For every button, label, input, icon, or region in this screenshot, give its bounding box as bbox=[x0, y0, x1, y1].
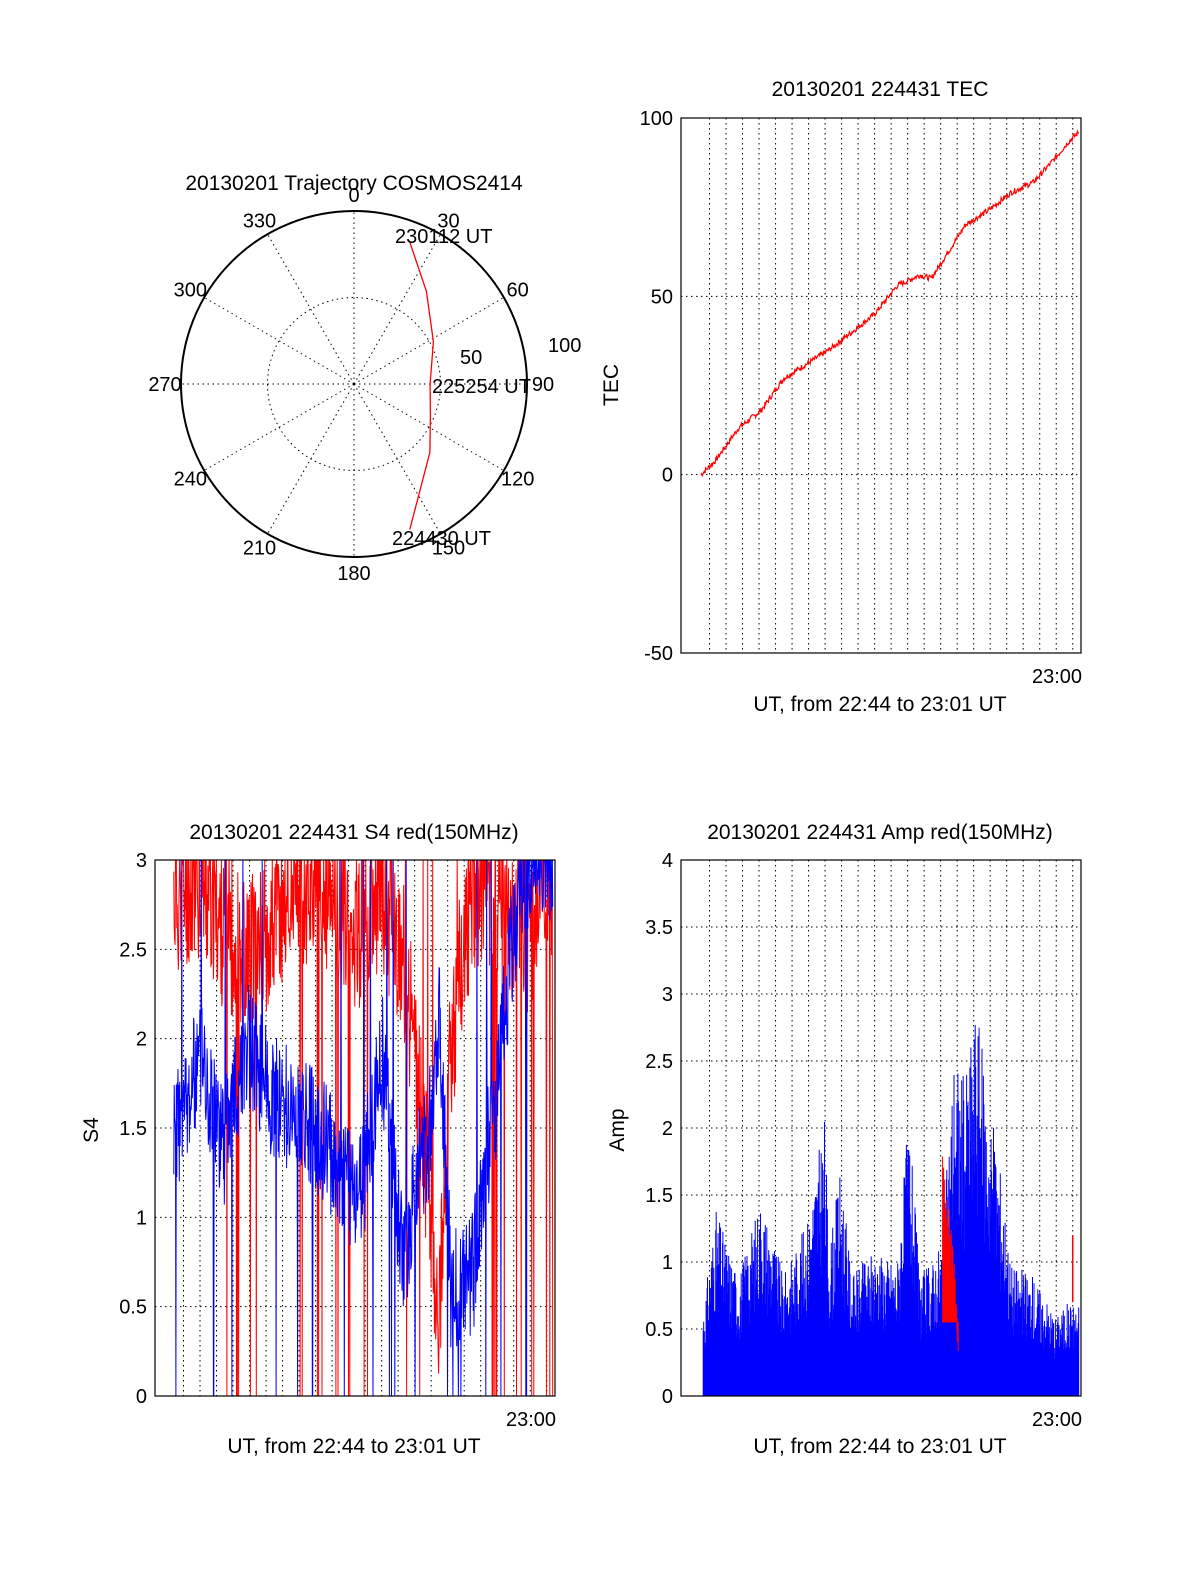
s4-x-axis-label: UT, from 22:44 to 23:01 UT bbox=[227, 1435, 480, 1458]
amp-y-tick-2: 2 bbox=[662, 1118, 673, 1140]
polar-azimuth-label-150: 150 bbox=[432, 538, 465, 560]
amp-y-axis-label: Amp bbox=[606, 1108, 629, 1151]
polar-spoke-210 bbox=[267, 383, 355, 535]
amp-bars bbox=[702, 1025, 1080, 1396]
tec-x-tick-label: 23:00 bbox=[1032, 666, 1082, 688]
polar-spoke-60 bbox=[353, 297, 505, 385]
polar-azimuth-label-210: 210 bbox=[243, 538, 276, 560]
tec-y-tick-labels: -50 0 50 100 bbox=[640, 108, 673, 665]
polar-azimuth-label-30: 30 bbox=[437, 210, 459, 232]
tec-series-line bbox=[700, 129, 1080, 478]
amp-y-tick-2.5: 2.5 bbox=[645, 1051, 673, 1073]
s4-y-tick-1: 1 bbox=[136, 1207, 147, 1229]
s4-y-tick-0: 0 bbox=[136, 1386, 147, 1408]
tec-chart: 20130201 224431 TEC -50 0 50 100 23:00 UT, … bbox=[600, 78, 1082, 716]
tec-y-tick-0: 0 bbox=[662, 465, 673, 487]
s4-y-tick-labels: 0 0.5 1 1.5 2 2.5 3 bbox=[119, 850, 147, 1408]
tec-title: 20130201 224431 TEC bbox=[772, 78, 989, 101]
polar-spoke-30 bbox=[353, 233, 441, 385]
polar-spoke-240 bbox=[203, 383, 355, 471]
amp-title: 20130201 224431 Amp red(150MHz) bbox=[707, 821, 1053, 844]
polar-azimuth-label-120: 120 bbox=[501, 469, 534, 491]
s4-plot-frame bbox=[154, 859, 556, 1397]
s4-title: 20130201 224431 S4 red(150MHz) bbox=[189, 821, 518, 844]
trajectory-end-label: 230112 UT bbox=[395, 226, 492, 248]
s4-chart: 20130201 224431 S4 red(150MHz) 0 0.5 1 1.5 2… bbox=[80, 821, 556, 1458]
amp-x-tick-label: 23:00 bbox=[1032, 1409, 1082, 1431]
tec-plot-frame bbox=[680, 117, 1082, 654]
amp-y-tick-1.5: 1.5 bbox=[645, 1185, 673, 1207]
tec-y-axis-label: TEC bbox=[600, 364, 623, 406]
polar-chart: 20130201 Trajectory COSMOS2414 0 30 60 90 12… bbox=[148, 172, 581, 585]
trajectory-mid-label: 225254 UT bbox=[432, 376, 531, 398]
s4-y-axis-label: S4 bbox=[80, 1117, 103, 1143]
s4-x-tick-label: 23:00 bbox=[506, 1409, 556, 1431]
tec-y-tick-50: 50 bbox=[651, 286, 673, 308]
amp-plot-frame bbox=[680, 859, 1082, 1397]
polar-azimuth-label-180: 180 bbox=[337, 563, 370, 585]
amp-y-tick-4: 4 bbox=[662, 850, 673, 872]
s4-y-tick-0.5: 0.5 bbox=[119, 1297, 147, 1319]
amp-chart: 20130201 224431 Amp red(150MHz) 0 0.5 1 1.5… bbox=[606, 821, 1082, 1458]
amp-y-tick-3: 3 bbox=[662, 984, 673, 1006]
polar-azimuth-label-240: 240 bbox=[174, 469, 207, 491]
trajectory-line bbox=[408, 240, 435, 530]
tec-x-axis-label: UT, from 22:44 to 23:01 UT bbox=[753, 693, 1006, 716]
polar-azimuth-label-60: 60 bbox=[507, 280, 529, 302]
s4-y-tick-3: 3 bbox=[136, 850, 147, 872]
polar-azimuth-label-90: 90 bbox=[532, 374, 554, 396]
amp-y-tick-labels: 0 0.5 1 1.5 2 2.5 3 3.5 4 bbox=[645, 850, 673, 1408]
polar-azimuth-label-270: 270 bbox=[148, 374, 181, 396]
amp-y-tick-3.5: 3.5 bbox=[645, 917, 673, 939]
amp-y-tick-0.5: 0.5 bbox=[645, 1319, 673, 1341]
polar-azimuth-label-0: 0 bbox=[348, 185, 359, 207]
trajectory-start-label: 224430 UT bbox=[392, 528, 491, 550]
polar-outer-circle bbox=[180, 210, 528, 558]
amp-y-tick-0: 0 bbox=[662, 1386, 673, 1408]
polar-grid bbox=[181, 211, 527, 557]
polar-title: 20130201 Trajectory COSMOS2414 bbox=[185, 172, 523, 195]
s4-y-tick-2: 2 bbox=[136, 1029, 147, 1051]
amp-x-axis-label: UT, from 22:44 to 23:01 UT bbox=[753, 1435, 1006, 1458]
polar-azimuth-label-330: 330 bbox=[243, 210, 276, 232]
s4-y-tick-2.5: 2.5 bbox=[119, 939, 147, 961]
polar-radial-label-50: 50 bbox=[460, 347, 482, 369]
polar-spoke-150 bbox=[353, 383, 441, 535]
tec-y-tick--50: -50 bbox=[644, 643, 673, 665]
polar-azimuth-labels: 0 30 60 90 120 150 180 210 240 270 300 330 bbox=[148, 185, 554, 585]
polar-radial-label-100: 100 bbox=[548, 335, 581, 357]
s4-y-tick-1.5: 1.5 bbox=[119, 1118, 147, 1140]
s4-blue-series-line bbox=[173, 860, 554, 1396]
amp-y-tick-1: 1 bbox=[662, 1252, 673, 1274]
polar-spoke-330 bbox=[267, 233, 355, 385]
polar-spoke-120 bbox=[353, 383, 505, 471]
tec-grid bbox=[681, 118, 1081, 653]
tec-y-tick-100: 100 bbox=[640, 108, 673, 130]
polar-azimuth-label-300: 300 bbox=[174, 280, 207, 302]
polar-spoke-300 bbox=[203, 297, 355, 385]
